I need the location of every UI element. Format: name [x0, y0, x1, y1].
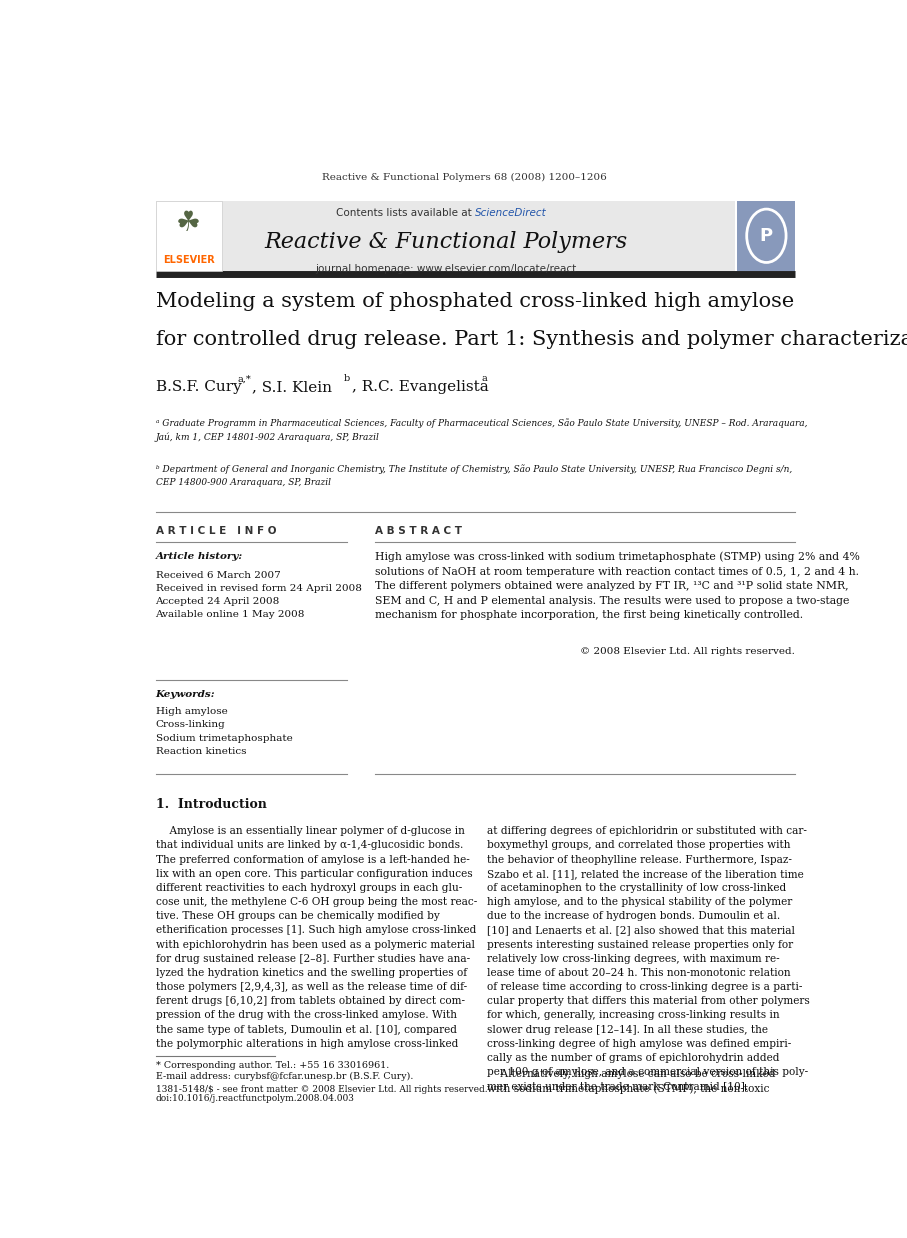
Text: journal homepage: www.elsevier.com/locate/react: journal homepage: www.elsevier.com/locat…	[315, 264, 576, 274]
Text: ᵃ Graduate Programm in Pharmaceutical Sciences, Faculty of Pharmaceutical Scienc: ᵃ Graduate Programm in Pharmaceutical Sc…	[156, 418, 807, 442]
Text: A R T I C L E   I N F O: A R T I C L E I N F O	[156, 526, 276, 536]
Text: Received 6 March 2007
Received in revised form 24 April 2008
Accepted 24 April 2: Received 6 March 2007 Received in revise…	[156, 571, 361, 619]
Text: E-mail address: curybsf@fcfar.unesp.br (B.S.F. Cury).: E-mail address: curybsf@fcfar.unesp.br (…	[156, 1072, 413, 1082]
Bar	[156, 201, 222, 271]
Text: Contents lists available at: Contents lists available at	[336, 208, 475, 218]
Text: B.S.F. Cury: B.S.F. Cury	[156, 380, 241, 394]
Text: ☘: ☘	[176, 209, 201, 238]
Text: Modeling a system of phosphated cross-linked high amylose: Modeling a system of phosphated cross-li…	[156, 291, 794, 311]
Text: ᵇ Department of General and Inorganic Chemistry, The Institute of Chemistry, São: ᵇ Department of General and Inorganic Ch…	[156, 464, 792, 487]
Text: , S.I. Klein: , S.I. Klein	[252, 380, 332, 394]
Text: b: b	[344, 374, 350, 384]
Text: 1.  Introduction: 1. Introduction	[156, 797, 267, 811]
Text: P: P	[760, 227, 773, 245]
Text: for controlled drug release. Part 1: Synthesis and polymer characterization: for controlled drug release. Part 1: Syn…	[156, 329, 907, 349]
Text: High amylose
Cross-linking
Sodium trimetaphosphate
Reaction kinetics: High amylose Cross-linking Sodium trimet…	[156, 707, 292, 755]
Bar	[156, 201, 736, 271]
Text: High amylose was cross-linked with sodium trimetaphosphate (STMP) using 2% and 4: High amylose was cross-linked with sodiu…	[375, 552, 860, 620]
Text: , R.C. Evangelista: , R.C. Evangelista	[352, 380, 489, 394]
Bar	[736, 201, 795, 271]
Text: Alternatively, high amylose can also be cross-linked
with sodium trimetaphosphat: Alternatively, high amylose can also be …	[487, 1070, 775, 1094]
Text: Keywords:: Keywords:	[156, 690, 215, 699]
Text: © 2008 Elsevier Ltd. All rights reserved.: © 2008 Elsevier Ltd. All rights reserved…	[580, 647, 795, 656]
Text: ELSEVIER: ELSEVIER	[162, 255, 214, 265]
Text: ScienceDirect: ScienceDirect	[475, 208, 547, 218]
Text: 1381-5148/$ - see front matter © 2008 Elsevier Ltd. All rights reserved.: 1381-5148/$ - see front matter © 2008 El…	[156, 1084, 487, 1093]
Text: at differing degrees of epichloridrin or substituted with car-
boxymethyl groups: at differing degrees of epichloridrin or…	[487, 826, 809, 1091]
Text: doi:10.1016/j.reactfunctpolym.2008.04.003: doi:10.1016/j.reactfunctpolym.2008.04.00…	[156, 1094, 355, 1103]
Text: * Corresponding author. Tel.: +55 16 33016961.: * Corresponding author. Tel.: +55 16 330…	[156, 1061, 389, 1070]
Text: Reactive & Functional Polymers: Reactive & Functional Polymers	[264, 232, 627, 254]
Text: a,*: a,*	[237, 374, 251, 384]
Text: A B S T R A C T: A B S T R A C T	[375, 526, 462, 536]
Text: Article history:: Article history:	[156, 552, 243, 561]
Text: Reactive & Functional Polymers 68 (2008) 1200–1206: Reactive & Functional Polymers 68 (2008)…	[323, 173, 607, 182]
Text: a: a	[482, 374, 487, 384]
Text: Amylose is an essentially linear polymer of d-glucose in
that individual units a: Amylose is an essentially linear polymer…	[156, 826, 477, 1049]
